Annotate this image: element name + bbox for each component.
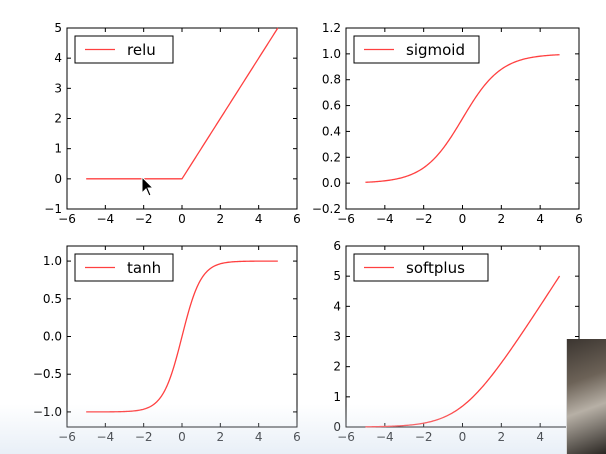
y-tick-label: 1.2 — [322, 21, 341, 35]
y-tick-label: 0.0 — [43, 330, 62, 344]
series-line-relu — [86, 27, 279, 180]
y-tick-label: 0.2 — [322, 150, 341, 164]
x-tick-label: −2 — [135, 212, 153, 226]
x-tick-label: 0 — [178, 212, 186, 226]
y-tick-label: 3 — [54, 81, 62, 95]
y-tick-label: 1.0 — [43, 254, 62, 268]
mouse-pointer-icon — [141, 176, 155, 197]
y-tick-label: 0.8 — [322, 73, 341, 87]
x-tick-label: 6 — [575, 212, 583, 226]
legend-label: tanh — [127, 259, 161, 277]
x-tick-label: −6 — [337, 212, 355, 226]
x-tick-label: −2 — [415, 212, 433, 226]
y-tick-label: 5 — [54, 21, 62, 35]
y-tick-label: 6 — [333, 239, 341, 253]
y-tick-label: −0.5 — [33, 367, 62, 381]
y-tick-label: 5 — [333, 269, 341, 283]
y-tick-label: −0.2 — [312, 202, 341, 216]
legend-label: sigmoid — [406, 41, 465, 59]
x-tick-label: −4 — [96, 212, 114, 226]
x-tick-label: 4 — [536, 212, 544, 226]
video-footer-shade — [0, 404, 606, 454]
y-tick-label: 2 — [333, 360, 341, 374]
y-tick-label: 4 — [333, 299, 341, 313]
y-tick-label: 0.6 — [322, 99, 341, 113]
x-tick-label: −6 — [58, 212, 76, 226]
y-tick-label: 4 — [54, 51, 62, 65]
y-tick-label: 1 — [333, 390, 341, 404]
x-tick-label: 4 — [255, 212, 263, 226]
legend-label: softplus — [406, 259, 465, 277]
y-tick-label: 0.0 — [322, 176, 341, 190]
y-tick-label: −1 — [44, 202, 62, 216]
y-tick-label: 0 — [54, 172, 62, 186]
series-line-sigmoid — [365, 54, 560, 183]
x-tick-label: 0 — [459, 212, 467, 226]
webcam-inset — [566, 339, 606, 454]
x-tick-label: −4 — [376, 212, 394, 226]
y-tick-label: 2 — [54, 112, 62, 126]
y-tick-label: 0.4 — [322, 124, 341, 138]
x-tick-label: 6 — [293, 212, 301, 226]
plot-relu: −6 −4 −2 0 2 4 6 −1 0 1 2 3 4 5 relu — [44, 21, 301, 226]
y-tick-label: 3 — [333, 330, 341, 344]
y-tick-label: 1.0 — [322, 47, 341, 61]
plot-sigmoid: −6 −4 −2 0 2 4 6 −0.2 0.0 0.2 0.4 0.6 0.8 1.0 1.2 sigmo… — [312, 21, 583, 226]
y-tick-label: 0.5 — [43, 292, 62, 306]
legend-label: relu — [127, 41, 156, 59]
x-tick-label: 2 — [217, 212, 225, 226]
x-tick-label: 2 — [498, 212, 506, 226]
y-tick-label: 1 — [54, 142, 62, 156]
